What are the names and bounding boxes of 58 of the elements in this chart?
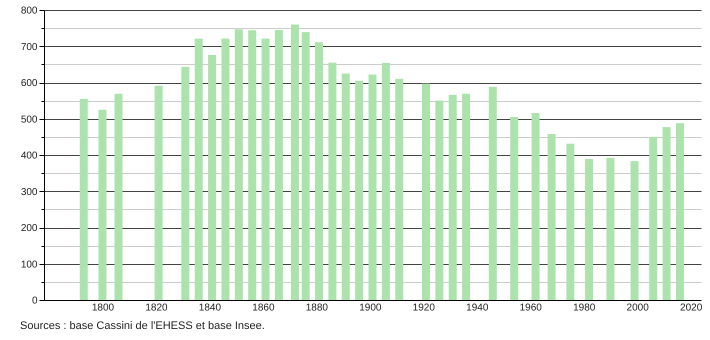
bar (448, 94, 457, 300)
y-tick-label: 800 (20, 6, 38, 16)
bar (290, 24, 299, 300)
bar (676, 123, 684, 300)
x-tick-label: 1840 (198, 302, 222, 314)
x-tick-label: 1960 (520, 302, 542, 314)
bar (368, 74, 376, 300)
bar (510, 116, 518, 300)
bar (532, 112, 540, 300)
bar (302, 32, 310, 300)
y-tick-label: 700 (20, 42, 38, 53)
x-tick-label: 1900 (359, 302, 382, 314)
bar (194, 38, 203, 300)
x-tick-label: 2000 (626, 302, 650, 314)
bar (662, 127, 671, 300)
bar (422, 84, 430, 300)
x-tick-label: 1800 (92, 302, 115, 314)
bar (221, 38, 230, 300)
y-tick-label: 500 (20, 114, 38, 126)
bar (548, 134, 556, 300)
y-tick-label: 200 (20, 223, 38, 234)
bar (488, 86, 497, 300)
bar (382, 62, 390, 300)
bar (462, 94, 470, 300)
x-tick-label: 2020 (680, 302, 703, 314)
bar (274, 30, 283, 300)
bar (342, 73, 350, 300)
y-tick-label: 100 (20, 259, 38, 270)
bar (154, 86, 163, 300)
source-note: Sources : base Cassini de l'EHESS et base Insee. (20, 320, 265, 332)
y-tick-label: 300 (20, 186, 38, 198)
bar (248, 30, 256, 300)
bar (606, 158, 614, 300)
bar (315, 42, 324, 300)
bar (181, 66, 190, 300)
bar (630, 161, 639, 300)
bar (395, 78, 404, 300)
x-tick-label: 1860 (252, 302, 275, 314)
x-tick-label: 1880 (306, 302, 328, 314)
bar (355, 80, 364, 300)
x-tick-label: 1940 (466, 302, 489, 314)
bar (566, 144, 574, 300)
y-tick-label: 0 (32, 296, 38, 306)
y-tick-label: 400 (20, 150, 38, 162)
bar (208, 54, 216, 300)
bar (262, 38, 270, 300)
bar (80, 98, 88, 300)
bar (649, 136, 658, 300)
bar (435, 100, 444, 300)
bar (114, 94, 123, 300)
x-tick-label: 1920 (412, 302, 436, 314)
bar (585, 158, 594, 300)
x-tick-label: 1980 (573, 302, 596, 314)
x-tick-label: 1820 (145, 302, 168, 314)
y-tick-label: 600 (20, 78, 38, 89)
bar (328, 62, 336, 300)
bar (98, 110, 106, 300)
bar (234, 29, 243, 300)
